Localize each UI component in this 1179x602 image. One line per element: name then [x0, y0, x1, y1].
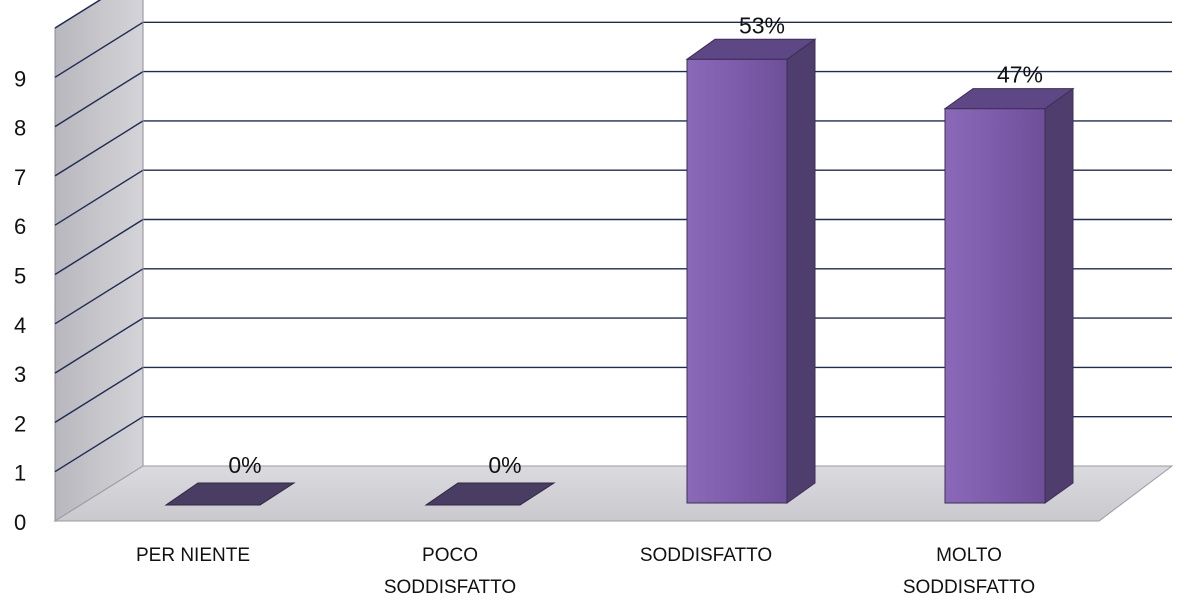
- data-label: 47%: [997, 62, 1043, 88]
- back-wall: [53, 0, 1174, 522]
- gridline-side: [54, 0, 102, 29]
- side-wall: [54, 0, 144, 522]
- gridline-side: [54, 268, 144, 325]
- gridline-side: [54, 218, 144, 276]
- bar-front: [944, 108, 1046, 504]
- bar-side: [786, 38, 816, 504]
- bar-flat: [164, 482, 296, 506]
- x-tick-label: SODDISFATTO: [384, 577, 516, 597]
- gridline-side: [54, 120, 144, 177]
- gridline-side: [54, 169, 144, 226]
- gridline-side: [54, 416, 144, 473]
- data-label: 0%: [488, 452, 521, 478]
- gridline-side: [54, 317, 144, 374]
- x-tick-label: PER NIENTE: [136, 545, 250, 566]
- bar-flat: [424, 482, 556, 506]
- y-tick-label: 9: [14, 66, 26, 91]
- bar-side: [1044, 87, 1074, 504]
- y-tick-label: 7: [14, 165, 26, 190]
- y-tick-label: 2: [14, 411, 26, 436]
- gridline-side: [54, 71, 144, 128]
- data-label: 0%: [228, 452, 261, 478]
- labels: 0 1 2 3 4 5 6 7 8 9 0% PER NIENTE 0% POCO SODDISFATTO 5…: [14, 12, 1043, 598]
- bar-top: [685, 38, 817, 60]
- y-tick-label: 3: [14, 362, 26, 387]
- gridline-side: [54, 366, 144, 423]
- x-tick-label: SODDISFATTO: [640, 545, 772, 566]
- x-tick-label: POCO: [422, 545, 478, 566]
- y-tick-label: 8: [14, 116, 26, 141]
- bar-top: [943, 88, 1075, 110]
- y-tick-label: 1: [14, 461, 26, 486]
- y-tick-label: 6: [14, 214, 26, 239]
- y-tick-label: 5: [14, 264, 26, 289]
- bar-front: [686, 58, 788, 504]
- data-label: 53%: [739, 12, 785, 38]
- y-tick-label: 4: [14, 313, 26, 338]
- bars: [164, 38, 1075, 506]
- y-tick-label: 0: [14, 510, 26, 535]
- floor: [53, 465, 1174, 522]
- x-tick-label: MOLTO: [936, 545, 1002, 566]
- x-tick-label: SODDISFATTO: [903, 577, 1035, 597]
- gridline-side: [54, 21, 144, 78]
